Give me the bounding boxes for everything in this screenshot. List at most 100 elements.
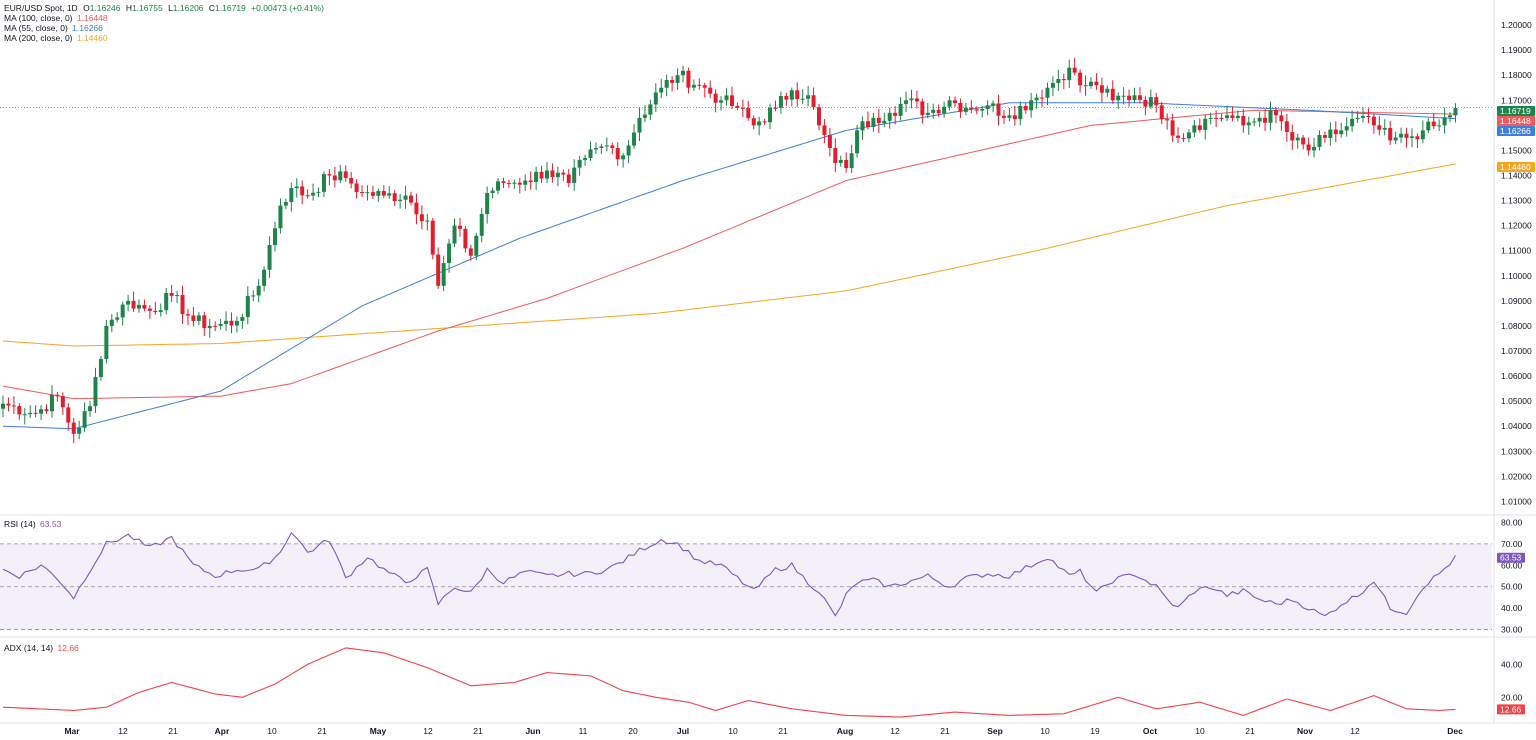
- candle: [577, 155, 582, 176]
- candle-body: [882, 120, 887, 124]
- candle-body: [376, 191, 381, 196]
- candle: [893, 106, 898, 125]
- rsi-legend: RSI (14) 63.53: [4, 519, 61, 529]
- moving-averages: [0, 102, 1492, 430]
- candle: [175, 290, 180, 304]
- candle-body: [360, 192, 365, 194]
- candle-body: [1121, 95, 1126, 97]
- candle-body: [256, 285, 261, 296]
- candle: [670, 76, 675, 92]
- candle-body: [789, 90, 794, 100]
- candle-body: [740, 107, 745, 109]
- candle: [262, 266, 267, 292]
- candle: [713, 89, 718, 113]
- candle: [196, 312, 201, 326]
- candle: [1078, 69, 1083, 93]
- candle-body: [1110, 88, 1115, 101]
- candle-body: [1143, 99, 1148, 107]
- candle-body: [708, 87, 713, 94]
- candle: [914, 90, 919, 109]
- candle-body: [1034, 97, 1039, 101]
- candle-body: [1061, 79, 1066, 81]
- price-axis[interactable]: 1.200001.190001.180001.170001.160001.150…: [1501, 20, 1532, 702]
- candle-body: [1214, 117, 1219, 119]
- time-axis[interactable]: Mar 12 21 Apr 10 21 May 12 21 Jun 11 20 Jul 10 21 Aug 12…: [64, 726, 1463, 736]
- candle-body: [343, 171, 348, 179]
- candle-body: [675, 75, 680, 83]
- candle-body: [686, 70, 691, 88]
- candle: [953, 96, 957, 107]
- candle: [158, 303, 163, 317]
- candle-body: [844, 159, 849, 168]
- candle-body: [289, 188, 294, 203]
- candle: [1045, 82, 1050, 106]
- candle: [664, 74, 669, 97]
- candle: [17, 403, 22, 420]
- candle: [566, 168, 571, 188]
- candle-body: [88, 406, 93, 412]
- ma100-value: 1.16448: [76, 13, 108, 23]
- candle: [126, 294, 131, 312]
- candle-body: [1203, 118, 1208, 130]
- candle-body: [904, 100, 909, 104]
- candle-body: [468, 248, 473, 256]
- candle-body: [115, 317, 120, 320]
- candle-body: [545, 170, 549, 179]
- candle-body: [583, 157, 588, 160]
- candle: [414, 193, 419, 225]
- candle-body: [822, 125, 827, 135]
- candle-body: [1328, 129, 1333, 138]
- candle: [1235, 110, 1240, 122]
- price-tag-box: [1497, 162, 1535, 172]
- candle-body: [126, 300, 131, 305]
- candle: [555, 166, 560, 187]
- time-tick-label: Aug: [837, 726, 854, 736]
- candle-body: [817, 107, 821, 126]
- candle: [871, 112, 876, 132]
- candle-body: [1159, 105, 1164, 120]
- candle: [1420, 120, 1425, 144]
- candle: [1404, 127, 1409, 148]
- candle-body: [349, 178, 354, 184]
- candle-body: [860, 121, 865, 131]
- candle: [77, 420, 82, 440]
- candle: [224, 311, 229, 332]
- candle-body: [224, 320, 229, 324]
- candle: [1437, 119, 1442, 131]
- low-value: 1.16206: [172, 3, 204, 13]
- time-tick-label: 21: [317, 726, 327, 736]
- candle-body: [991, 103, 996, 106]
- candle: [338, 164, 343, 184]
- candle: [441, 255, 446, 292]
- candle-body: [936, 109, 941, 114]
- time-tick-label: 21: [473, 726, 483, 736]
- candle: [1393, 131, 1398, 145]
- candle-body: [642, 114, 647, 118]
- candle-body: [1116, 95, 1121, 101]
- time-tick-label: 21: [940, 726, 950, 736]
- candle-body: [729, 95, 734, 106]
- candle-body: [22, 414, 27, 416]
- open-value: 1.16246: [89, 3, 121, 13]
- ma55-label: MA (55, close, 0): [4, 23, 68, 33]
- candle: [1, 395, 5, 418]
- low-label: L: [168, 3, 173, 13]
- adx-label: ADX (14, 14): [4, 643, 54, 653]
- price-tick-label: 1.14000: [1501, 171, 1532, 181]
- chart-legend: EUR/USD Spot, 1D O1.16246 H1.16755 L1.16…: [4, 3, 324, 43]
- candle: [1241, 109, 1246, 133]
- candle-body: [158, 310, 163, 313]
- candle-body: [773, 107, 778, 109]
- candle: [1067, 59, 1072, 88]
- candle: [1355, 111, 1360, 123]
- price-tick-label: 1.17000: [1501, 95, 1532, 105]
- candle: [1214, 110, 1219, 127]
- candle: [1388, 120, 1393, 145]
- candle-body: [485, 193, 490, 215]
- candle: [615, 142, 620, 166]
- rsi-value-tag-box: [1497, 552, 1525, 563]
- candle: [800, 89, 805, 104]
- candle-body: [1344, 126, 1349, 131]
- candle: [370, 185, 375, 200]
